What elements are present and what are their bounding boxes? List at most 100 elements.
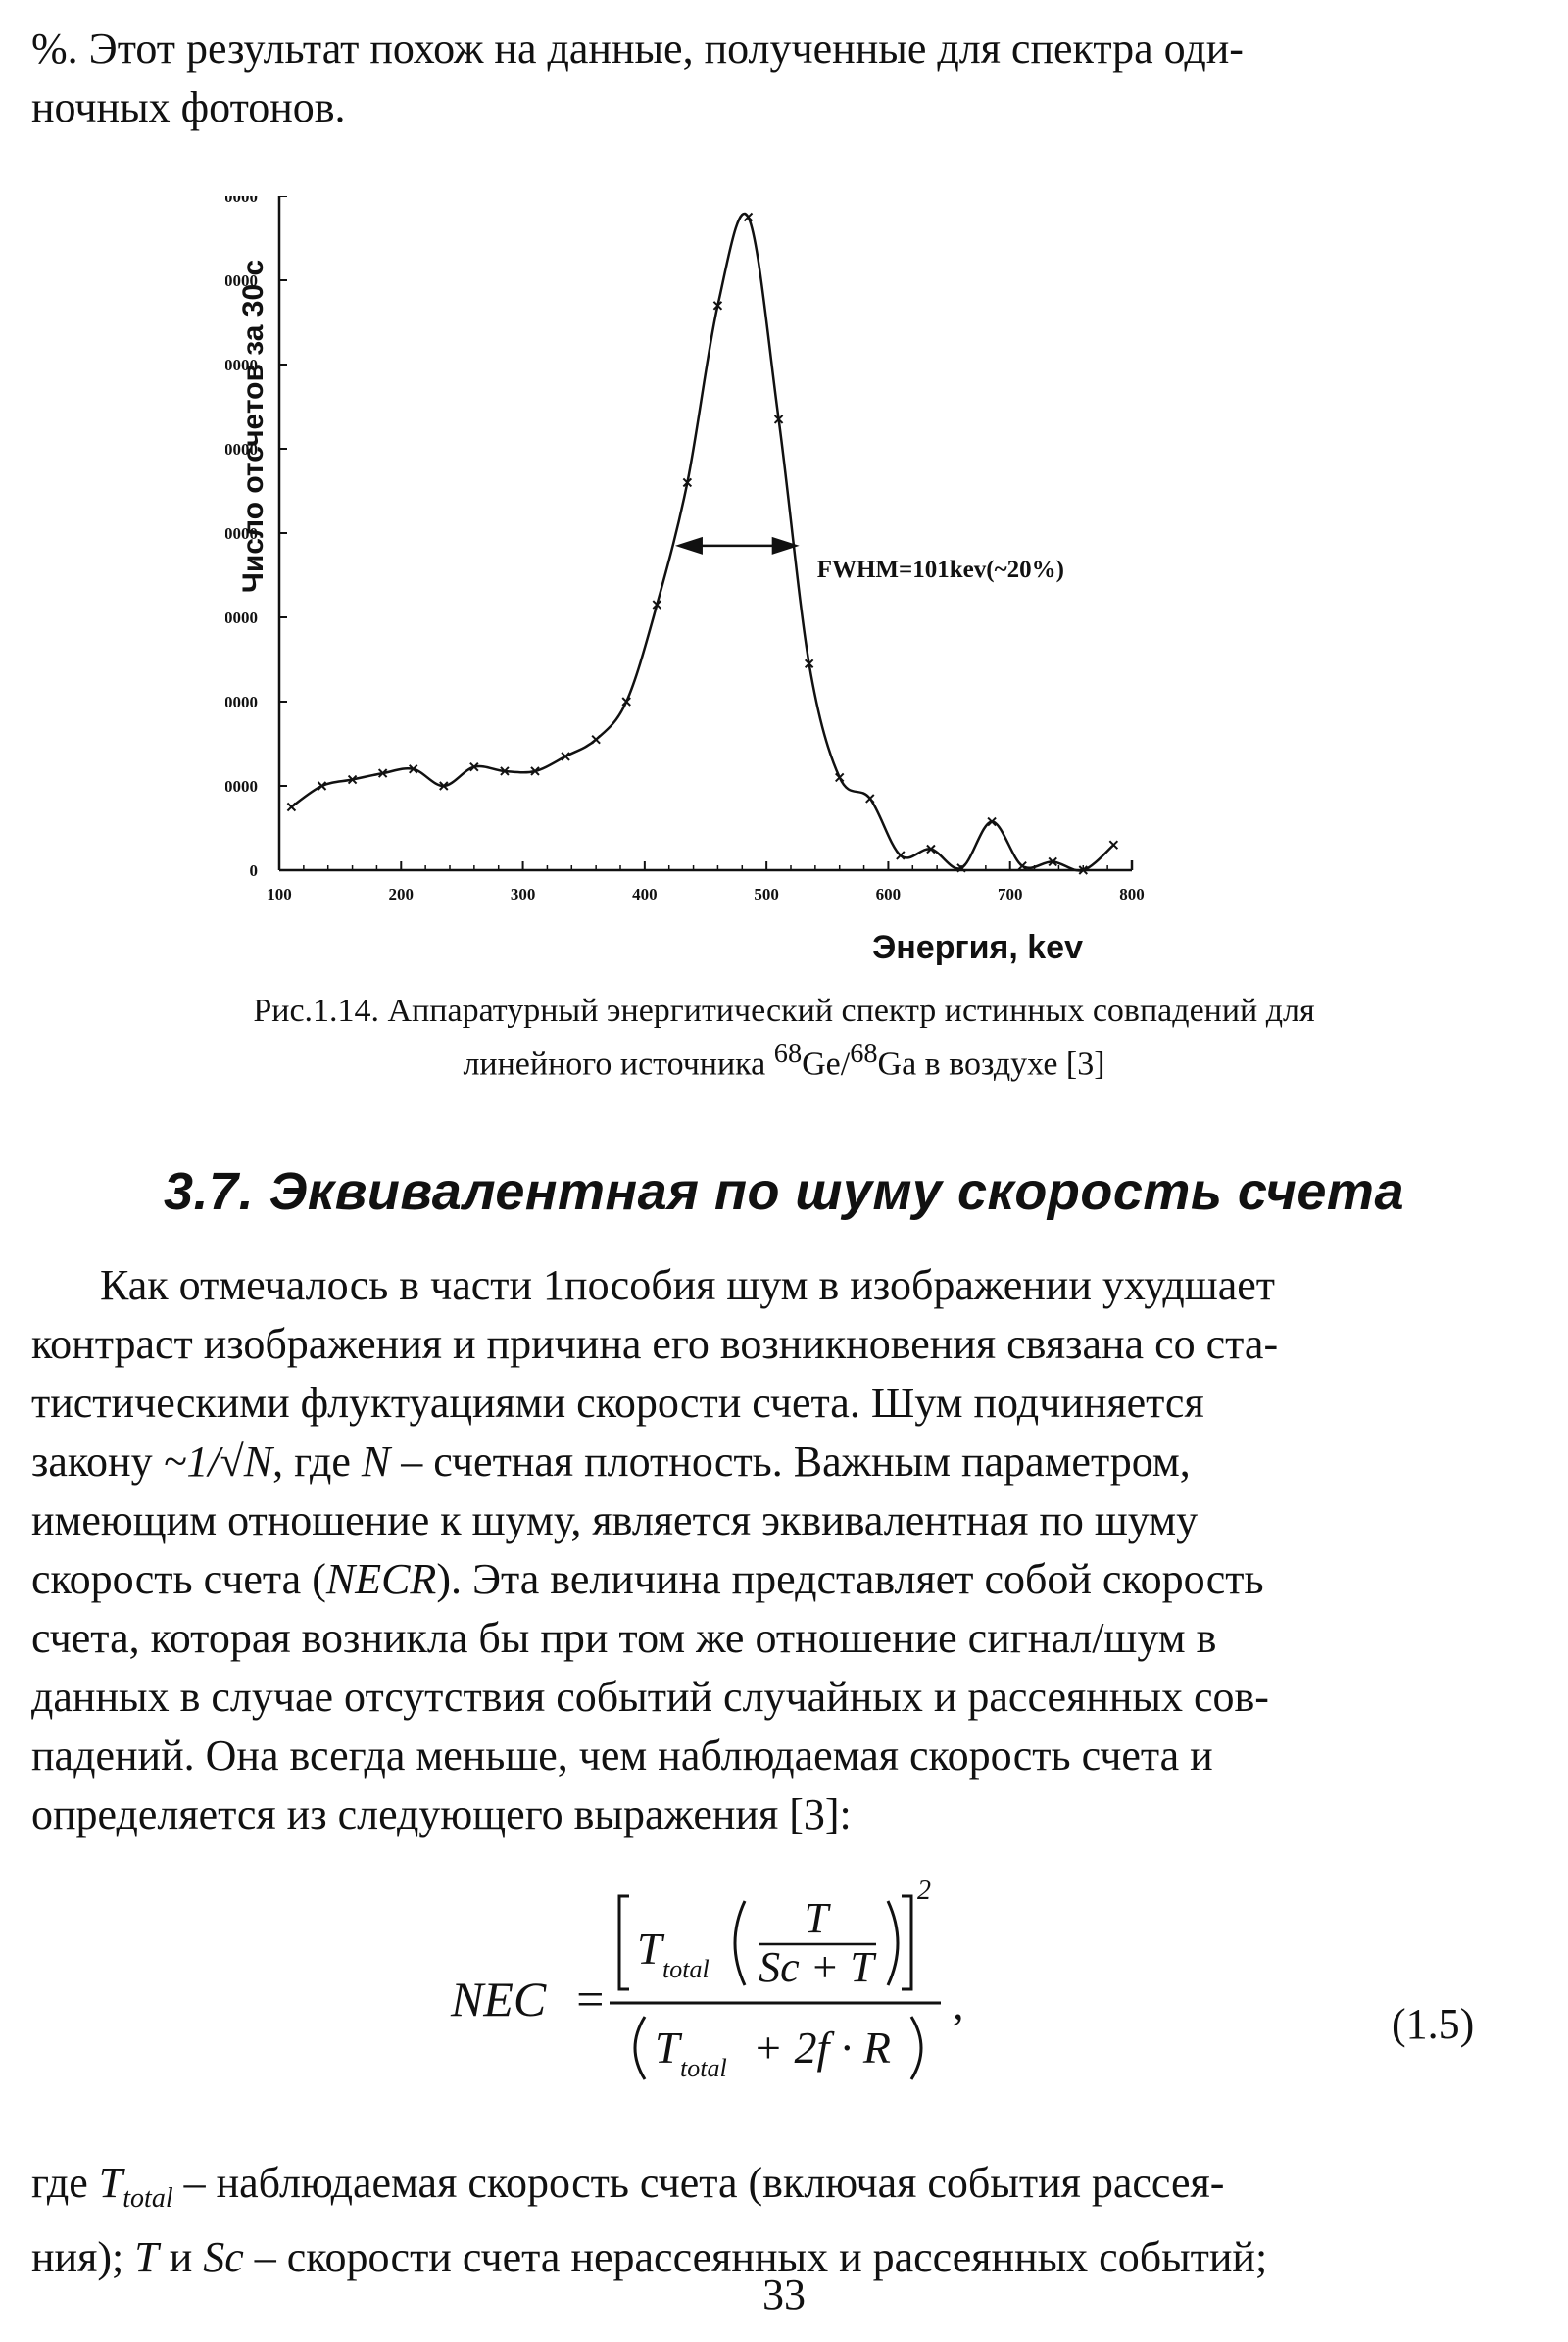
nec-formula: NEC = 2 T total T Sc + T T total + 2f · … (392, 1862, 1176, 2117)
formula-inner-numerator: T (805, 1894, 832, 1942)
data-point (347, 774, 358, 785)
data-point (621, 697, 631, 707)
formula-den-right-paren (909, 2016, 923, 2080)
fwhm-annotation: FWHM=101kev(~20%) (817, 557, 1064, 583)
data-point (865, 794, 875, 804)
data-point-mark (926, 844, 936, 854)
x-tick-label: 700 (998, 885, 1023, 903)
data-point (286, 802, 297, 812)
fwhm-arrow-head-left (674, 536, 703, 555)
x-tick-label: 100 (267, 885, 292, 903)
y-tick-label: 60000 (225, 609, 258, 627)
section-heading: 3.7. Эквивалентная по шуму скорость счет… (164, 1162, 1404, 1221)
variable-n: N (361, 1438, 391, 1486)
formula-den-sub: total (680, 2054, 727, 2082)
x-axis-label: Энергия, kev (872, 929, 1083, 966)
footer-line: где (31, 2159, 99, 2207)
data-point-mark (896, 851, 906, 860)
footer-line: и (158, 2232, 204, 2281)
data-point-mark (804, 659, 814, 669)
data-point-mark (377, 768, 388, 778)
data-point (773, 415, 784, 424)
y-tick-label: 40000 (225, 693, 258, 711)
data-point-mark (865, 794, 875, 804)
formula-comma: , (953, 1978, 964, 2028)
formula-right-paren (886, 1900, 900, 1986)
data-point-mark (712, 301, 723, 311)
body-line: скорость счета ( (31, 1555, 326, 1603)
data-point (743, 212, 754, 222)
data-point (956, 863, 966, 873)
footer-line: – наблюдаемая скорость счета (включая со… (172, 2159, 1225, 2207)
y-tick-label: 120000 (225, 356, 258, 374)
body-line: тистическими флуктуациями скорости счета… (31, 1379, 1204, 1427)
data-point-mark (652, 600, 662, 610)
x-tick-label: 600 (876, 885, 902, 903)
data-point (377, 768, 388, 778)
data-point (896, 851, 906, 860)
data-point-mark (621, 697, 631, 707)
data-point-mark (347, 774, 358, 785)
body-line: определяется из следующего выражения [3]… (31, 1790, 852, 1838)
formula-left-paren (733, 1900, 747, 1986)
body-line: падений. Она всегда меньше, чем наблюдае… (31, 1732, 1213, 1780)
y-tick-label: 20000 (225, 777, 258, 796)
data-point (1048, 856, 1057, 867)
noise-law: ~1/√N (163, 1438, 273, 1486)
data-point-mark (317, 781, 327, 791)
formula-lhs: NEC (450, 1972, 547, 2026)
definitions-paragraph: где Ttotal – наблюдаемая скорость счета … (31, 2154, 1537, 2287)
data-point (561, 752, 570, 761)
footer-line: – скорости счета нерассеянных и рассеянн… (243, 2232, 1268, 2281)
data-point (409, 764, 418, 774)
x-tick-label: 500 (754, 885, 779, 903)
caption-line: Рис.1.14. Аппаратурный энергитический сп… (253, 993, 1315, 1029)
formula-den-rest: + 2f · R (753, 2023, 891, 2073)
body-line: , где (272, 1438, 362, 1486)
var-t: T (134, 2232, 159, 2281)
data-point-mark (561, 752, 570, 761)
body-line: счета, которая возникла бы при том же от… (31, 1614, 1217, 1662)
data-point (987, 816, 997, 827)
data-point (469, 761, 479, 772)
body-line: закону (31, 1438, 164, 1486)
formula-equals: = (573, 1972, 607, 2026)
data-point-mark (286, 802, 297, 812)
x-tick-label: 300 (511, 885, 536, 903)
isotope-mass-number: 68 (773, 1039, 803, 1069)
data-point (712, 301, 723, 311)
data-point-mark (469, 761, 479, 772)
data-point-mark (682, 477, 693, 488)
data-point-mark (591, 734, 601, 745)
y-tick-label: 140000 (225, 271, 258, 290)
x-tick-label: 400 (632, 885, 658, 903)
data-point (682, 477, 693, 488)
y-tick-label: 80000 (225, 524, 258, 543)
formula-right-bracket (902, 1894, 913, 1991)
data-point-mark (500, 766, 510, 776)
data-point (1108, 840, 1119, 850)
data-point-mark (743, 212, 754, 222)
data-point-mark (1108, 840, 1119, 850)
data-point (835, 772, 845, 783)
data-point (926, 844, 936, 854)
equation-number: (1.5) (1392, 2000, 1475, 2048)
var-sc: Sc (203, 2232, 244, 2281)
data-point (439, 781, 449, 791)
caption-line-post: Ga в воздухе [3] (877, 1046, 1105, 1083)
data-point-mark (956, 863, 966, 873)
var-t-sub: total (122, 2182, 173, 2214)
body-line: – счетная плотность. Важным параметром, (390, 1438, 1191, 1486)
data-point-mark (987, 816, 997, 827)
page-number: 33 (762, 2270, 806, 2318)
formula-t-total: T (637, 1924, 665, 1974)
body-line: Как отмечалось в части 1пособия шум в из… (100, 1261, 1275, 1309)
footer-line: ния); (31, 2232, 135, 2281)
intro-line: %. Этот результат похож на данные, получ… (31, 24, 1244, 73)
data-point-mark (439, 781, 449, 791)
formula-den-t: T (655, 2023, 683, 2073)
data-point (530, 766, 540, 776)
x-tick-label: 200 (389, 885, 415, 903)
var-t: T (98, 2159, 123, 2207)
energy-spectrum-figure: 0 20000 40000 60000 80000 100000 120000 140000 1… (225, 196, 1352, 980)
